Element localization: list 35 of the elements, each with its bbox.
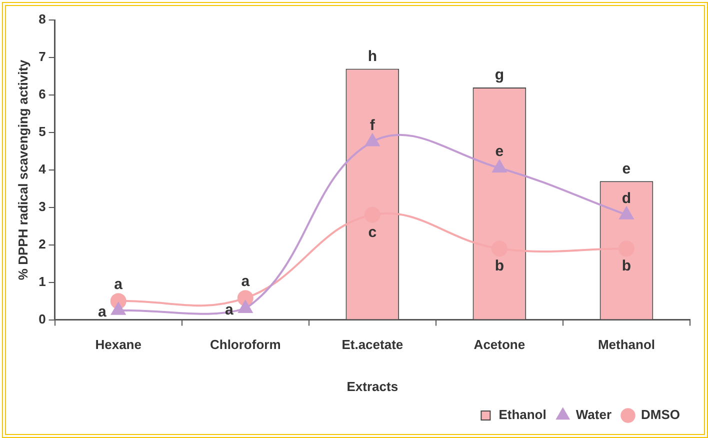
annotation: b <box>494 258 504 275</box>
x-tick-label: Hexane <box>95 337 142 352</box>
y-tick-label: 8 <box>38 12 46 27</box>
annotation: f <box>370 116 376 134</box>
annotation: b <box>622 258 632 275</box>
x-axis-title: Extracts <box>346 378 398 394</box>
annotation: e <box>622 160 631 178</box>
y-tick-label: 1 <box>38 274 46 289</box>
annotation: g <box>494 66 504 84</box>
y-axis-title: % DPPH radical scavenging activity <box>15 58 30 280</box>
legend-label: Ethanol <box>498 407 546 422</box>
annotation: a <box>241 273 250 290</box>
legend-label: DMSO <box>641 407 680 422</box>
annotation: e <box>495 143 504 160</box>
y-tick-label: 4 <box>38 161 47 176</box>
y-tick-label: 6 <box>38 86 46 102</box>
y-tick-label: 7 <box>38 49 46 64</box>
annotation: c <box>368 224 377 242</box>
x-tick-label: Acetone <box>474 337 526 352</box>
x-tick-label: Chloroform <box>210 337 281 352</box>
point <box>365 134 380 146</box>
annotation: a <box>114 276 124 294</box>
annotation: a <box>225 302 234 319</box>
annotation: a <box>98 304 108 321</box>
y-tick-label: 2 <box>38 236 46 252</box>
point <box>492 160 507 173</box>
y-tick-label: 0 <box>38 311 46 326</box>
y-tick-label: 5 <box>38 124 46 140</box>
x-tick-label: Methanol <box>598 337 656 352</box>
annotation: d <box>622 190 632 208</box>
x-tick-label: Et.acetate <box>342 337 404 352</box>
point <box>619 206 634 220</box>
y-tick-label: 3 <box>38 198 46 214</box>
annotation: h <box>368 48 377 65</box>
legend-label: Water <box>576 407 612 422</box>
